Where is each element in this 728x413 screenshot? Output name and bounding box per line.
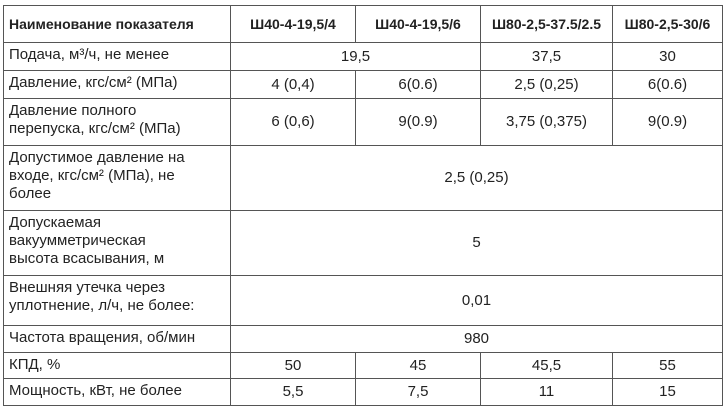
cell: 980: [230, 325, 723, 353]
row: Внешняя утечка через уплотнение, л/ч, не…: [3, 275, 723, 326]
row: Мощность, кВт, не более 5,5 7,5 11 15: [3, 378, 723, 406]
header-cell: Наименование показателя: [3, 5, 231, 43]
cell: 30: [612, 42, 723, 71]
row-label: Давление, кгс/см² (МПа): [3, 70, 231, 99]
row: Допустимое давление на входе, кгс/см² (М…: [3, 145, 723, 211]
spec-table: Наименование показателя Ш40-4-19,5/4 Ш40…: [3, 5, 723, 406]
cell: 9(0.9): [612, 98, 723, 146]
row: Допускаемая вакуумметрическая высота вса…: [3, 210, 723, 276]
cell: 2,5 (0,25): [230, 145, 723, 211]
header-cell: Ш40-4-19,5/6: [355, 5, 481, 43]
cell: 6(0.6): [612, 70, 723, 99]
cell: 7,5: [355, 378, 481, 406]
header-cell: Ш40-4-19,5/4: [230, 5, 356, 43]
header-cell: Ш80-2,5-30/6: [612, 5, 723, 43]
row: Давление полного перепуска, кгс/см² (МПа…: [3, 98, 723, 146]
cell: 55: [612, 352, 723, 379]
cell: 11: [480, 378, 613, 406]
cell: 6 (0,6): [230, 98, 356, 146]
cell: 4 (0,4): [230, 70, 356, 99]
row-label: Внешняя утечка через уплотнение, л/ч, не…: [3, 275, 231, 326]
row-label: Частота вращения, об/мин: [3, 325, 231, 353]
row-label: Допускаемая вакуумметрическая высота вса…: [3, 210, 231, 276]
cell: 37,5: [480, 42, 613, 71]
row-label: Мощность, кВт, не более: [3, 378, 231, 406]
cell: 5: [230, 210, 723, 276]
cell: 15: [612, 378, 723, 406]
cell: 45,5: [480, 352, 613, 379]
cell: 0,01: [230, 275, 723, 326]
cell: 45: [355, 352, 481, 379]
row: Частота вращения, об/мин 980: [3, 325, 723, 353]
row: КПД, % 50 45 45,5 55: [3, 352, 723, 379]
row-label: Допустимое давление на входе, кгс/см² (М…: [3, 145, 231, 211]
header-cell: Ш80-2,5-37.5/2.5: [480, 5, 613, 43]
row: Давление, кгс/см² (МПа) 4 (0,4) 6(0.6) 2…: [3, 70, 723, 99]
cell: 9(0.9): [355, 98, 481, 146]
row-label: Давление полного перепуска, кгс/см² (МПа…: [3, 98, 231, 146]
cell: 19,5: [230, 42, 481, 71]
header-row: Наименование показателя Ш40-4-19,5/4 Ш40…: [3, 5, 723, 43]
cell: 6(0.6): [355, 70, 481, 99]
cell: 2,5 (0,25): [480, 70, 613, 99]
row-label: Подача, м³/ч, не менее: [3, 42, 231, 71]
row-label: КПД, %: [3, 352, 231, 379]
cell: 5,5: [230, 378, 356, 406]
cell: 3,75 (0,375): [480, 98, 613, 146]
row: Подача, м³/ч, не менее 19,5 37,5 30: [3, 42, 723, 71]
cell: 50: [230, 352, 356, 379]
